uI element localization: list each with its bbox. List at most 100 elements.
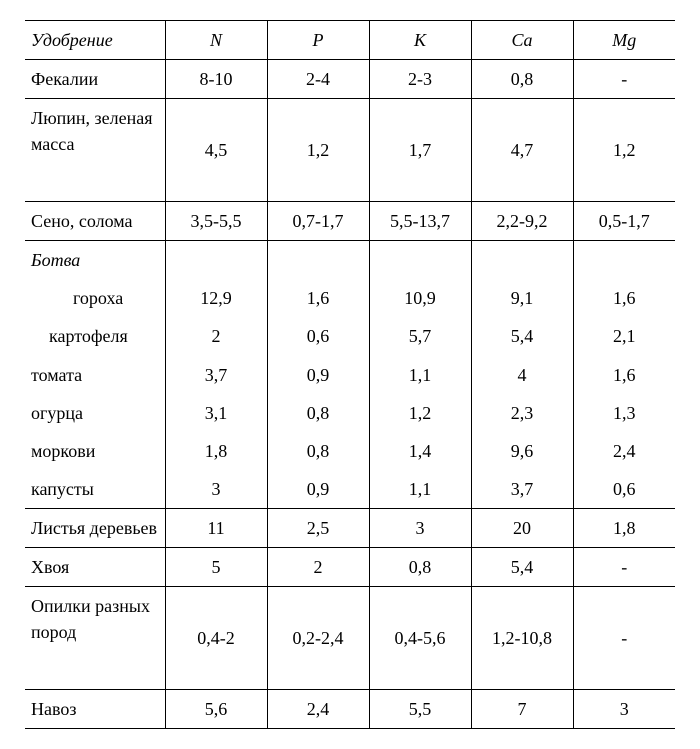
cell-mg: 0,6 (573, 470, 675, 509)
table-row: Ботва (25, 241, 675, 280)
cell-n: 12,9 (165, 279, 267, 317)
cell-ca: 9,1 (471, 279, 573, 317)
cell-k: 0,8 (369, 548, 471, 587)
cell-k: 0,4-5,6 (369, 587, 471, 690)
table-header-row: Удобрение N P K Ca Mg (25, 21, 675, 60)
cell-ca: 2,3 (471, 394, 573, 432)
cell-k (369, 241, 471, 280)
cell-mg: 1,2 (573, 99, 675, 202)
table-row: Люпин, зеленая масса4,51,21,74,71,2 (25, 99, 675, 202)
row-label: Фекалии (25, 60, 165, 99)
cell-n: 4,5 (165, 99, 267, 202)
cell-p: 0,8 (267, 394, 369, 432)
cell-ca: 5,4 (471, 548, 573, 587)
cell-n (165, 241, 267, 280)
row-label: Опилки разных пород (25, 587, 165, 690)
cell-n: 3,7 (165, 356, 267, 394)
cell-p: 1,2 (267, 99, 369, 202)
row-label: Хвоя (25, 548, 165, 587)
cell-k: 10,9 (369, 279, 471, 317)
cell-n: 5,6 (165, 690, 267, 729)
table-row: томата3,70,91,141,6 (25, 356, 675, 394)
table-body: Фекалии8-102-42-30,8-Люпин, зеленая масс… (25, 60, 675, 729)
cell-k: 5,5 (369, 690, 471, 729)
row-label: Люпин, зеленая масса (25, 99, 165, 202)
row-label: моркови (25, 432, 165, 470)
cell-n: 3,1 (165, 394, 267, 432)
cell-ca: 4 (471, 356, 573, 394)
row-label: Навоз (25, 690, 165, 729)
cell-ca: 3,7 (471, 470, 573, 509)
cell-mg (573, 241, 675, 280)
row-label: картофеля (25, 317, 165, 355)
cell-k: 2-3 (369, 60, 471, 99)
cell-mg: - (573, 587, 675, 690)
cell-k: 1,1 (369, 356, 471, 394)
table-row: Навоз5,62,45,573 (25, 690, 675, 729)
cell-n: 3,5-5,5 (165, 202, 267, 241)
row-label: Сено, солома (25, 202, 165, 241)
cell-n: 11 (165, 508, 267, 547)
col-header-p: P (267, 21, 369, 60)
cell-n: 2 (165, 317, 267, 355)
row-label: капусты (25, 470, 165, 509)
cell-p: 0,6 (267, 317, 369, 355)
table-row: Сено, солома3,5-5,50,7-1,75,5-13,72,2-9,… (25, 202, 675, 241)
cell-n: 5 (165, 548, 267, 587)
cell-k: 5,7 (369, 317, 471, 355)
table-row: огурца3,10,81,22,31,3 (25, 394, 675, 432)
cell-mg: 3 (573, 690, 675, 729)
cell-mg: - (573, 60, 675, 99)
cell-n: 8-10 (165, 60, 267, 99)
cell-ca: 7 (471, 690, 573, 729)
row-label: огурца (25, 394, 165, 432)
cell-mg: 0,5-1,7 (573, 202, 675, 241)
table-row: гороха12,91,610,99,11,6 (25, 279, 675, 317)
cell-p: 1,6 (267, 279, 369, 317)
col-header-k: K (369, 21, 471, 60)
cell-k: 3 (369, 508, 471, 547)
cell-mg: 1,8 (573, 508, 675, 547)
cell-ca: 4,7 (471, 99, 573, 202)
cell-n: 1,8 (165, 432, 267, 470)
col-header-label: Удобрение (25, 21, 165, 60)
cell-p: 0,2-2,4 (267, 587, 369, 690)
table-row: картофеля20,65,75,42,1 (25, 317, 675, 355)
table-row: Хвоя520,85,4- (25, 548, 675, 587)
cell-ca: 20 (471, 508, 573, 547)
cell-ca (471, 241, 573, 280)
cell-k: 1,2 (369, 394, 471, 432)
cell-p: 0,8 (267, 432, 369, 470)
cell-mg: 1,3 (573, 394, 675, 432)
cell-mg: 2,4 (573, 432, 675, 470)
cell-k: 5,5-13,7 (369, 202, 471, 241)
cell-p: 0,7-1,7 (267, 202, 369, 241)
col-header-ca: Ca (471, 21, 573, 60)
cell-p (267, 241, 369, 280)
cell-p: 0,9 (267, 356, 369, 394)
table-row: Фекалии8-102-42-30,8- (25, 60, 675, 99)
cell-p: 2 (267, 548, 369, 587)
cell-mg: 1,6 (573, 356, 675, 394)
cell-p: 2,4 (267, 690, 369, 729)
cell-ca: 5,4 (471, 317, 573, 355)
table-row: Опилки разных пород0,4-20,2-2,40,4-5,61,… (25, 587, 675, 690)
row-label: гороха (25, 279, 165, 317)
cell-n: 3 (165, 470, 267, 509)
cell-p: 2,5 (267, 508, 369, 547)
col-header-mg: Mg (573, 21, 675, 60)
row-label: томата (25, 356, 165, 394)
cell-ca: 9,6 (471, 432, 573, 470)
table-row: Листья деревьев112,53201,8 (25, 508, 675, 547)
cell-p: 0,9 (267, 470, 369, 509)
cell-k: 1,7 (369, 99, 471, 202)
table-row: моркови1,80,81,49,62,4 (25, 432, 675, 470)
cell-mg: 2,1 (573, 317, 675, 355)
cell-mg: 1,6 (573, 279, 675, 317)
cell-mg: - (573, 548, 675, 587)
cell-k: 1,4 (369, 432, 471, 470)
col-header-n: N (165, 21, 267, 60)
cell-k: 1,1 (369, 470, 471, 509)
cell-n: 0,4-2 (165, 587, 267, 690)
cell-p: 2-4 (267, 60, 369, 99)
